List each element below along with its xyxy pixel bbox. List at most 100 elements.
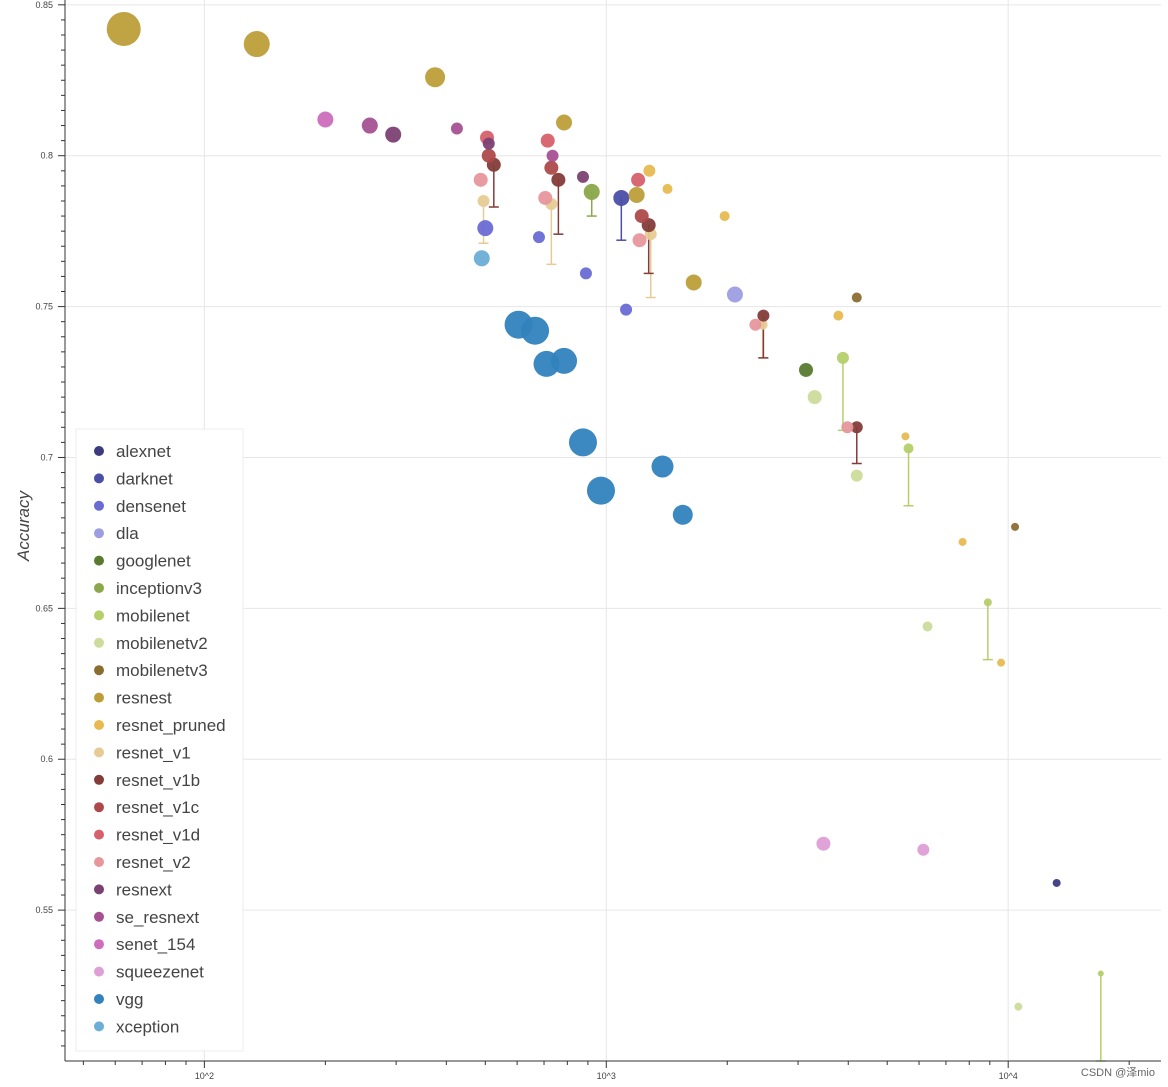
legend-marker-vgg [94, 994, 104, 1004]
legend-marker-mobilenetv3 [94, 665, 104, 676]
y-tick-label: 0.65 [35, 603, 53, 613]
y-tick-label: 0.7 [40, 452, 53, 462]
x-tick-label: 10^2 [195, 1071, 214, 1081]
y-tick-label: 0.75 [35, 302, 53, 312]
vgg-point [568, 428, 597, 457]
x-ticks: 10^2 10^3 10^4 [82, 1061, 1130, 1081]
resnext-point [482, 137, 495, 150]
legend-label-senet_154: senet_154 [116, 935, 195, 954]
legend-label-mobilenet: mobilenet [116, 606, 190, 625]
resnest-point [685, 274, 702, 291]
vgg-point [586, 476, 615, 505]
legend-box [75, 428, 244, 1052]
resnest-point [425, 67, 446, 88]
resnet_v1d-point [631, 172, 646, 187]
legend-label-googlenet: googlenet [116, 552, 191, 571]
axes [64, 0, 1161, 1062]
resnet_v1b-point [757, 309, 770, 322]
legend-label-se_resnext: se_resnext [116, 908, 199, 927]
resnet_v1b-point [850, 421, 863, 434]
mobilenetv2-point [850, 469, 863, 482]
legend-marker-senet_154 [94, 939, 104, 950]
y-tick-label: 0.85 [35, 0, 53, 10]
legend-label-dla: dla [116, 524, 139, 543]
legend-marker-mobilenet [94, 610, 104, 621]
legend-marker-resnet_v1d [94, 829, 104, 840]
legend-label-resnet_v1b: resnet_v1b [116, 771, 200, 790]
legend-marker-se_resnext [94, 911, 104, 922]
legend-label-squeezenet: squeezenet [116, 963, 204, 982]
legend-marker-resnet_v2 [94, 857, 104, 867]
y-axis-title: Accuracy [14, 490, 33, 562]
vgg-point [521, 316, 550, 345]
resnest-point [628, 186, 645, 203]
legend-marker-resnet_v1b [94, 774, 104, 785]
mobilenet-point [983, 598, 992, 607]
legend-label-resnet_v1: resnet_v1 [116, 743, 191, 762]
legend-marker-darknet [94, 473, 104, 484]
resnest-point [556, 114, 573, 131]
resnet_v1d-point [540, 133, 555, 148]
legend-label-mobilenetv2: mobilenetv2 [116, 634, 208, 653]
y-tick-label: 0.6 [40, 754, 53, 764]
resnet_v2-point [538, 190, 553, 205]
se_resnext-point [450, 122, 463, 135]
mobilenet-point [1097, 970, 1104, 977]
resnext-point [576, 170, 589, 183]
resnext-point [385, 126, 402, 143]
legend-marker-resnest [94, 692, 104, 703]
resnest-point [106, 11, 141, 46]
alexnet-point [1052, 878, 1061, 887]
resnet_v1b-point [551, 172, 566, 187]
y-tick-label: 0.55 [35, 905, 53, 915]
dla-point [726, 286, 743, 303]
legend-label-resnext: resnext [116, 880, 172, 899]
legend-label-alexnet: alexnet [116, 442, 171, 461]
legend-marker-resnet_v1c [94, 802, 104, 813]
plot-area [65, 0, 1161, 1061]
resnet_v2-point [749, 318, 762, 331]
densenet-point [532, 231, 545, 244]
xception-point [473, 250, 490, 267]
resnet_pruned-point [833, 310, 844, 321]
legend-label-resnet_v1d: resnet_v1d [116, 826, 200, 845]
legend-label-xception: xception [116, 1017, 179, 1036]
senet_154-point [317, 111, 334, 128]
se_resnext-point [546, 149, 559, 162]
legend-marker-dla [94, 528, 104, 539]
squeezenet-point [917, 843, 930, 856]
legend-marker-resnet_pruned [94, 720, 104, 730]
legend-marker-mobilenetv2 [94, 637, 104, 648]
legend-marker-resnet_v1 [94, 747, 104, 758]
vgg-point [551, 347, 578, 374]
mobilenetv3-point [1011, 522, 1020, 531]
densenet-point [620, 303, 633, 316]
resnet_v1c-point [634, 209, 649, 224]
legend-label-inceptionv3: inceptionv3 [116, 579, 202, 598]
mobilenetv2-point [1014, 1002, 1023, 1011]
vgg-point [651, 455, 674, 478]
vgg-point [672, 504, 693, 525]
mobilenet-point [903, 443, 914, 454]
resnet_v1c-point [544, 160, 559, 175]
legend-label-darknet: darknet [116, 469, 173, 488]
y-tick-label: 0.8 [40, 151, 53, 161]
mobilenetv2-point [807, 390, 822, 405]
resnest-point [243, 31, 270, 58]
legend-marker-alexnet [94, 446, 104, 456]
resnet_pruned-point [719, 211, 730, 222]
resnet_v2-point [473, 172, 488, 187]
legend-marker-resnext [94, 884, 104, 895]
legend-marker-densenet [94, 500, 104, 511]
y-ticks: 0.55 0.6 0.65 0.7 0.75 0.8 0.85 [35, 0, 65, 1047]
resnet_pruned-point [662, 183, 673, 194]
resnet_pruned-point [901, 432, 910, 441]
legend-label-resnet_v1c: resnet_v1c [116, 798, 200, 817]
resnet_pruned-point [643, 164, 656, 177]
se_resnext-point [361, 117, 378, 134]
resnet_v2-point [632, 233, 647, 248]
resnet_pruned-point [997, 658, 1006, 667]
mobilenet-point [836, 351, 849, 364]
mobilenetv3-point [851, 292, 862, 303]
